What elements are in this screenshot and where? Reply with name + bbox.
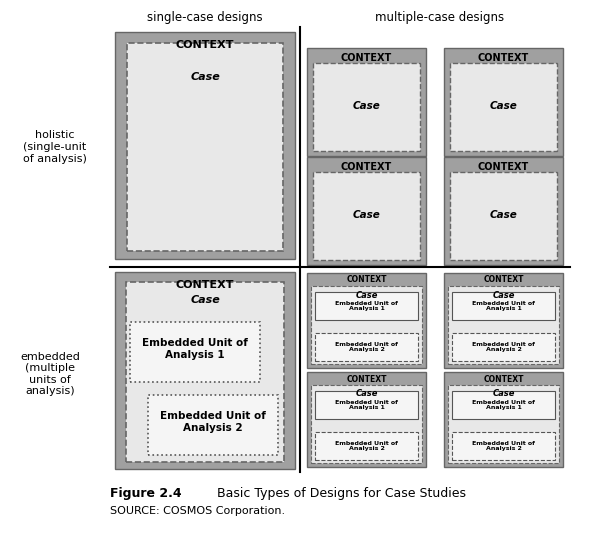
Text: Embedded Unit of
Analysis 2: Embedded Unit of Analysis 2 [335,342,398,352]
Text: Case: Case [355,291,378,300]
Text: Embedded Unit of
Analysis 1: Embedded Unit of Analysis 1 [142,338,248,360]
Text: Case: Case [355,389,378,398]
Text: holistic
(single-unit
of analysis): holistic (single-unit of analysis) [23,130,87,164]
Text: CONTEXT: CONTEXT [478,53,529,63]
Text: Case: Case [490,210,518,220]
Bar [450,172,557,260]
Bar [115,272,295,469]
Text: Embedded Unit of
Analysis 1: Embedded Unit of Analysis 1 [335,301,398,311]
Text: CONTEXT: CONTEXT [176,280,234,290]
Bar [307,372,426,467]
Text: Embedded Unit of
Analysis 1: Embedded Unit of Analysis 1 [472,400,535,410]
Text: CONTEXT: CONTEXT [346,374,387,383]
Text: Case: Case [353,101,380,111]
Bar [315,391,418,419]
Bar [313,63,420,151]
Text: Basic Types of Designs for Case Studies: Basic Types of Designs for Case Studies [185,488,466,500]
Bar [307,48,426,156]
Text: CONTEXT: CONTEXT [341,162,392,172]
Bar [311,286,422,364]
Bar [313,172,420,260]
Bar [444,273,563,368]
Bar [444,157,563,265]
Text: CONTEXT: CONTEXT [341,53,392,63]
Bar [115,32,295,259]
Bar [452,391,555,419]
Text: Case: Case [493,291,515,300]
Bar [315,292,418,320]
Bar [311,385,422,463]
Bar [452,432,555,460]
Text: SOURCE: COSMOS Corporation.: SOURCE: COSMOS Corporation. [110,506,285,516]
Bar [315,432,418,460]
Bar [452,292,555,320]
Bar [444,48,563,156]
Text: Embedded Unit of
Analysis 1: Embedded Unit of Analysis 1 [472,301,535,311]
Text: multiple-case designs: multiple-case designs [376,11,504,24]
Text: Figure 2.4: Figure 2.4 [110,488,181,500]
Text: Embedded Unit of
Analysis 2: Embedded Unit of Analysis 2 [472,342,535,352]
Bar [315,333,418,361]
Text: CONTEXT: CONTEXT [176,40,234,50]
Bar [126,282,284,462]
Text: Embedded Unit of
Analysis 2: Embedded Unit of Analysis 2 [335,440,398,452]
Text: embedded
(multiple
units of
analysis): embedded (multiple units of analysis) [20,352,80,396]
Text: Case: Case [353,210,380,220]
Text: Case: Case [490,101,518,111]
Text: Case: Case [190,72,220,82]
Text: single-case designs: single-case designs [147,11,263,24]
Bar [448,385,559,463]
Text: CONTEXT: CONTEXT [483,374,524,383]
Bar [148,395,278,455]
Bar [444,372,563,467]
Bar [450,63,557,151]
Text: Case: Case [493,389,515,398]
Text: CONTEXT: CONTEXT [346,275,387,285]
Text: Embedded Unit of
Analysis 2: Embedded Unit of Analysis 2 [160,411,266,433]
Bar [130,322,260,382]
Text: Case: Case [190,295,220,305]
Text: CONTEXT: CONTEXT [483,275,524,285]
Bar [127,43,283,251]
Bar [307,157,426,265]
Text: Embedded Unit of
Analysis 1: Embedded Unit of Analysis 1 [335,400,398,410]
Bar [448,286,559,364]
Text: CONTEXT: CONTEXT [478,162,529,172]
Bar [307,273,426,368]
Bar [452,333,555,361]
Text: Embedded Unit of
Analysis 2: Embedded Unit of Analysis 2 [472,440,535,452]
